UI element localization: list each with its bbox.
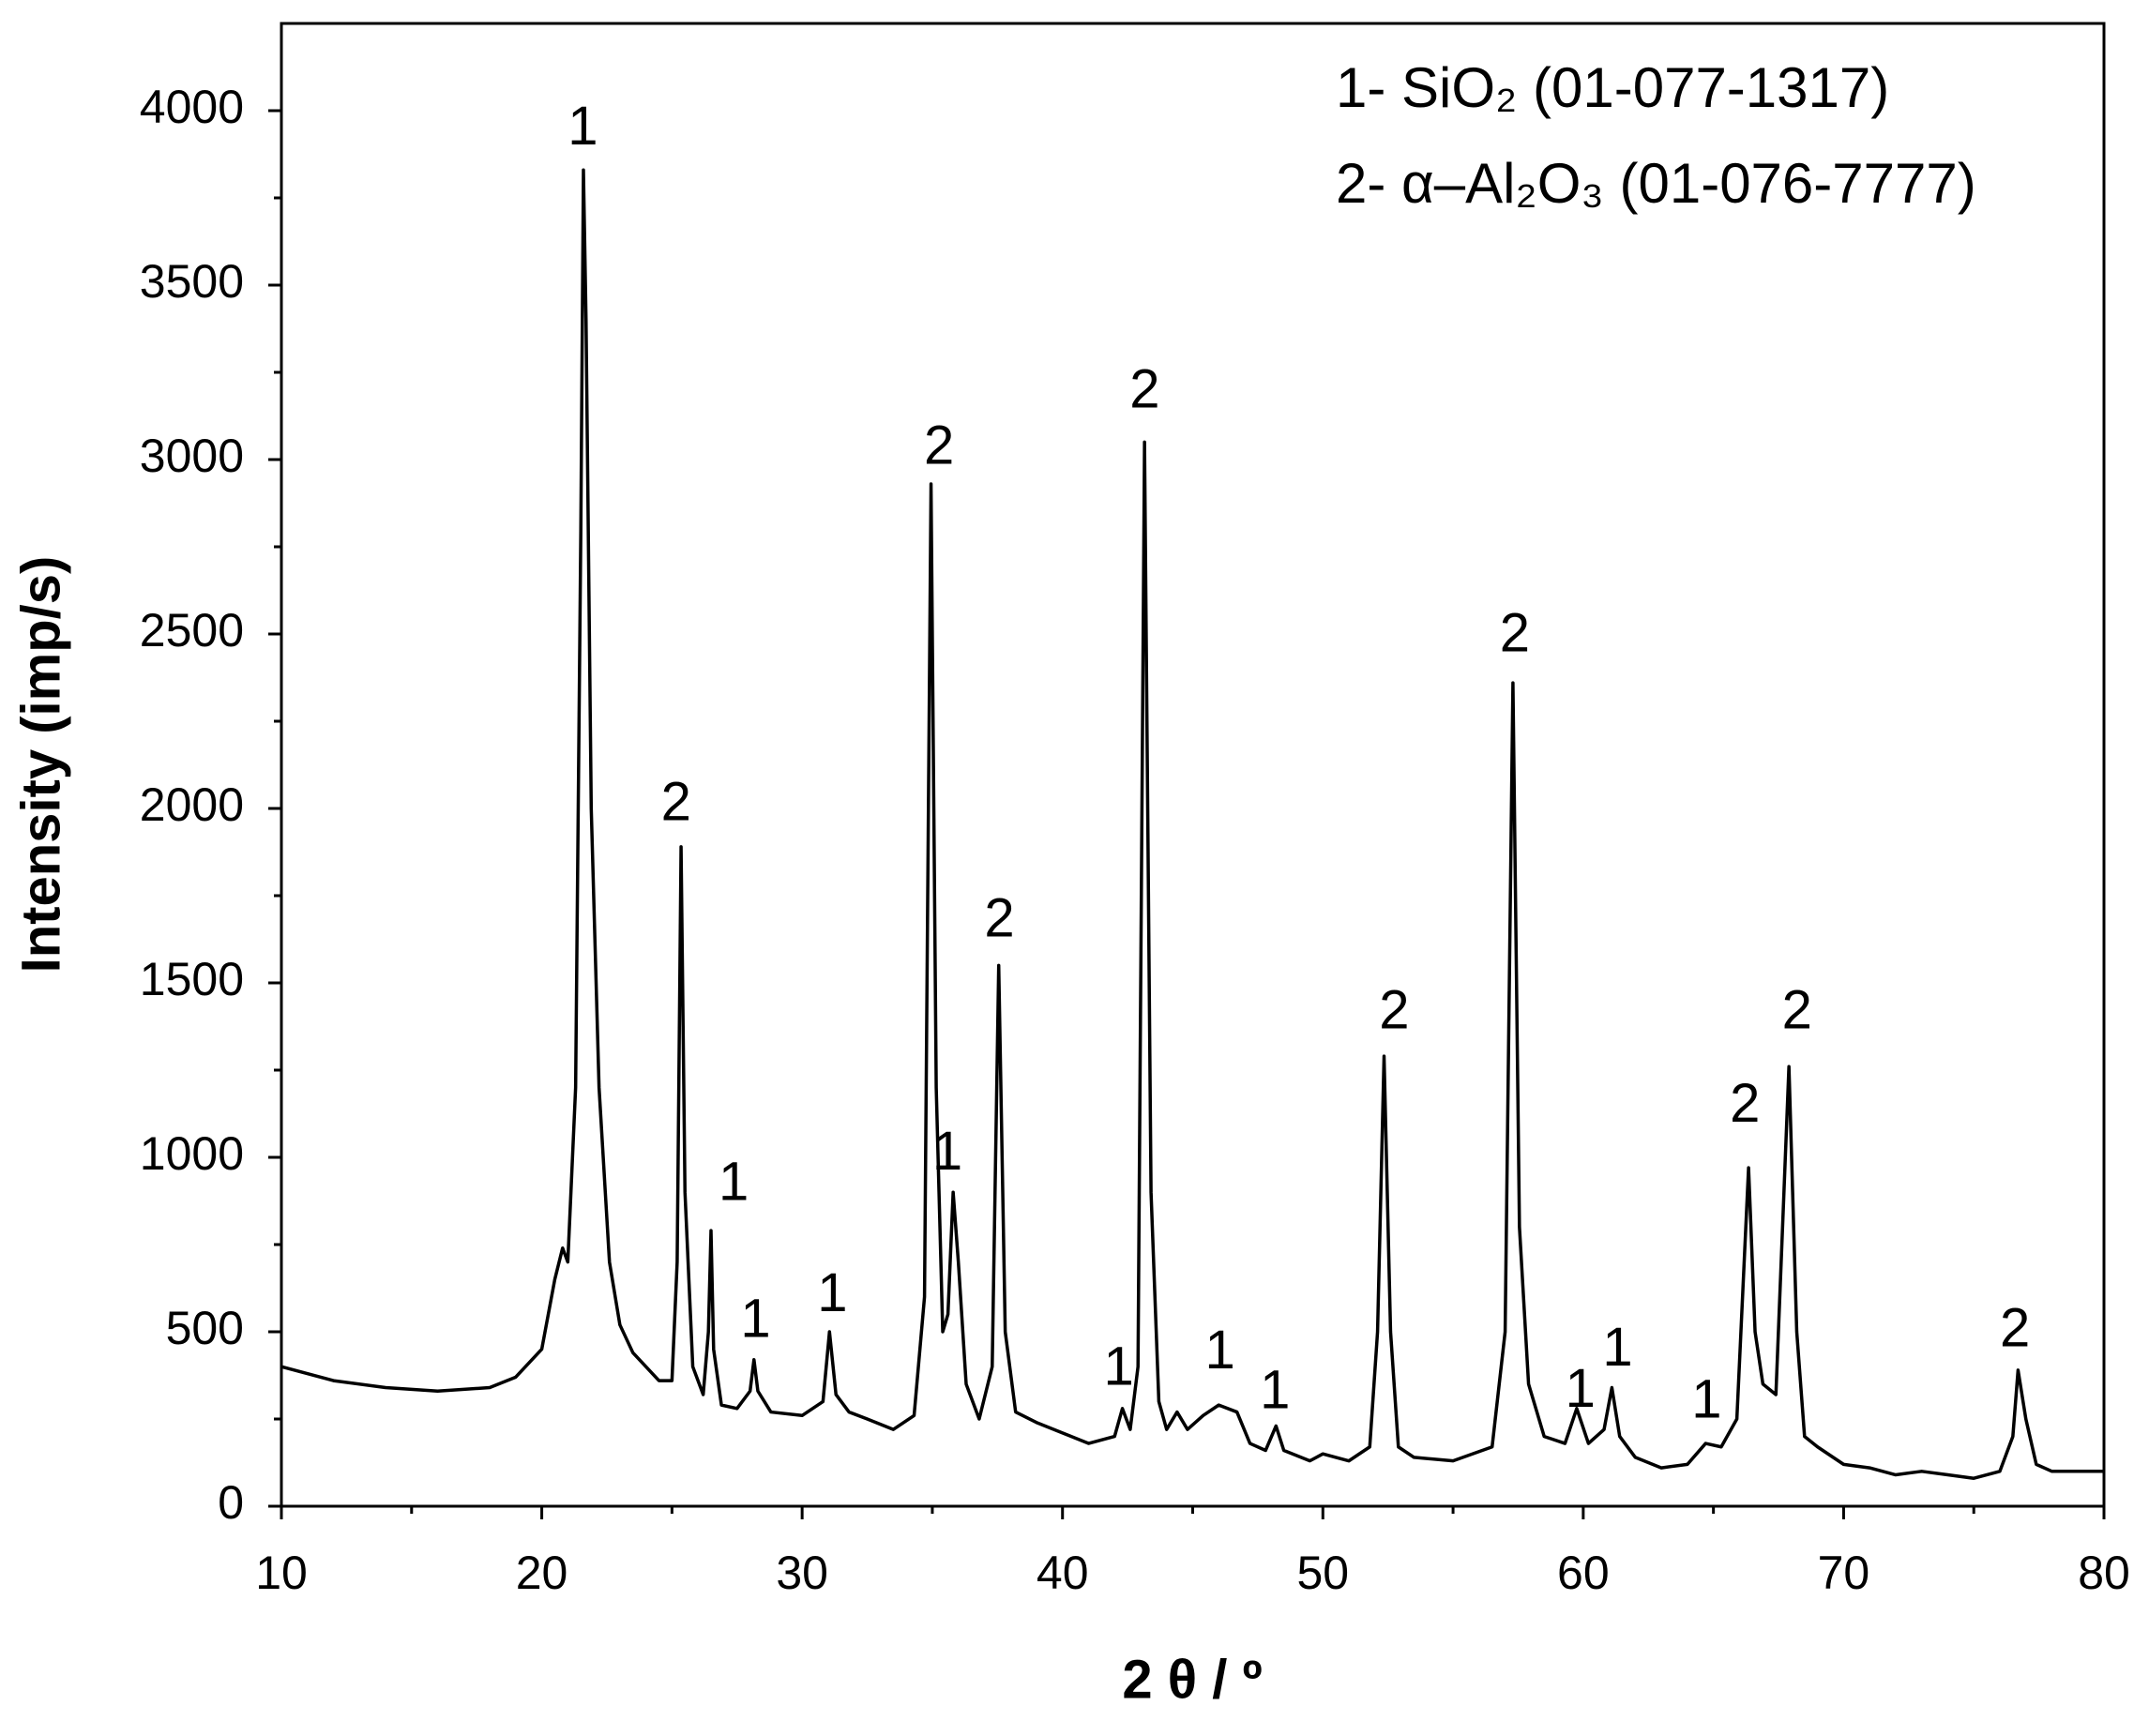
y-tick-label: 0 xyxy=(218,1476,244,1529)
legend-entry: 2- α–Al₂O₃ (01-076-7777) xyxy=(1336,152,1976,215)
peak-label: 2 xyxy=(1379,979,1409,1040)
y-tick-label: 4000 xyxy=(140,81,244,133)
peak-label: 1 xyxy=(1691,1369,1721,1430)
peak-label: 1 xyxy=(817,1262,847,1323)
peak-label: 1 xyxy=(719,1151,749,1212)
peak-label: 2 xyxy=(924,415,954,476)
peak-label: 2 xyxy=(2000,1298,2030,1359)
y-tick-label: 1500 xyxy=(140,953,244,1005)
y-tick-label: 2000 xyxy=(140,778,244,831)
peak-label: 2 xyxy=(661,771,691,832)
y-axis-label: Intensity (imp/s) xyxy=(10,556,71,974)
peak-label: 1 xyxy=(1566,1358,1596,1419)
peak-label: 1 xyxy=(932,1121,962,1182)
y-tick-label: 2500 xyxy=(140,604,244,657)
peak-label: 1 xyxy=(1260,1360,1290,1421)
peak-label: 1 xyxy=(1205,1320,1235,1381)
peak-label: 2 xyxy=(1500,603,1530,664)
legend-entry: 1- SiO₂ (01-077-1317) xyxy=(1336,56,1889,119)
peak-label: 1 xyxy=(740,1289,770,1350)
x-tick-label: 30 xyxy=(776,1547,828,1599)
x-tick-label: 20 xyxy=(516,1547,568,1599)
y-tick-label: 3500 xyxy=(140,255,244,308)
spectrum-line xyxy=(280,168,2104,1480)
peak-label: 1 xyxy=(1602,1317,1632,1378)
peak-label: 2 xyxy=(1782,979,1812,1040)
y-tick-label: 500 xyxy=(166,1302,244,1354)
x-tick-label: 80 xyxy=(2078,1547,2130,1599)
peak-label: 2 xyxy=(1129,359,1159,420)
x-tick-label: 40 xyxy=(1037,1547,1089,1599)
y-tick-label: 3000 xyxy=(140,430,244,482)
y-tick-label: 1000 xyxy=(140,1127,244,1180)
peak-label: 2 xyxy=(984,888,1014,949)
x-tick-label: 60 xyxy=(1557,1547,1610,1599)
x-tick-label: 70 xyxy=(1818,1547,1870,1599)
peak-label: 1 xyxy=(568,96,598,157)
x-axis-label: 2 θ / º xyxy=(1122,1649,1262,1710)
x-tick-label: 50 xyxy=(1296,1547,1349,1599)
peak-label: 2 xyxy=(1730,1073,1760,1134)
x-tick-label: 10 xyxy=(255,1547,308,1599)
peak-label: 1 xyxy=(1104,1336,1134,1397)
